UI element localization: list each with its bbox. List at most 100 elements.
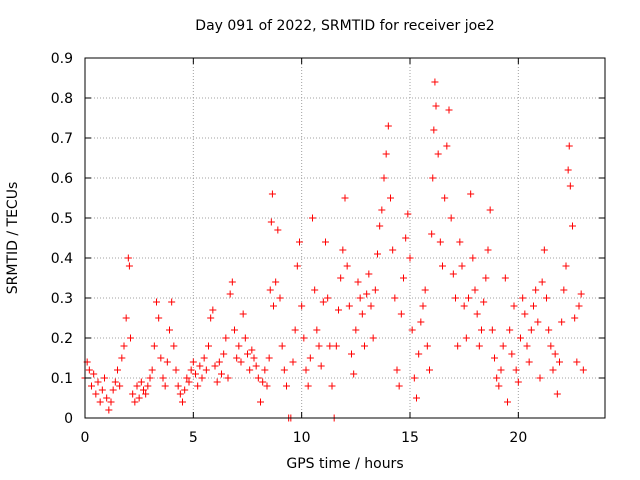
data-point	[283, 382, 290, 390]
data-point	[393, 366, 401, 374]
data-point	[367, 302, 375, 310]
data-point	[521, 310, 529, 318]
data-point	[248, 346, 256, 354]
data-point	[179, 398, 186, 406]
data-point	[183, 374, 191, 382]
data-point	[525, 358, 533, 366]
data-point	[122, 314, 130, 322]
data-point	[211, 362, 219, 370]
data-point	[213, 378, 221, 386]
data-point	[235, 342, 243, 350]
data-point	[337, 274, 345, 282]
data-point	[517, 334, 524, 342]
data-point	[452, 294, 459, 302]
data-point	[172, 366, 180, 374]
data-point	[278, 342, 286, 350]
data-point	[272, 278, 280, 286]
data-point	[553, 390, 561, 398]
data-point	[101, 374, 108, 382]
data-point	[536, 374, 544, 382]
data-point	[341, 194, 349, 202]
data-point	[565, 142, 573, 150]
data-point	[196, 362, 204, 370]
data-point	[361, 342, 368, 350]
data-point	[241, 334, 249, 342]
data-point	[146, 374, 154, 382]
data-point	[376, 222, 384, 230]
data-point	[209, 306, 217, 314]
data-point	[506, 326, 514, 334]
data-point	[389, 246, 397, 254]
data-point	[215, 358, 223, 366]
data-point	[224, 374, 232, 382]
data-point	[473, 310, 481, 318]
data-point	[551, 350, 559, 358]
data-point	[469, 254, 477, 262]
plot-frame	[84, 57, 606, 419]
data-point	[187, 366, 195, 374]
data-point	[268, 190, 276, 198]
data-point	[105, 406, 113, 414]
data-point	[311, 286, 319, 294]
data-point	[432, 102, 440, 110]
data-point	[358, 310, 366, 318]
data-point	[365, 270, 373, 278]
data-point	[198, 374, 206, 382]
data-point	[508, 350, 516, 358]
data-point	[538, 278, 546, 286]
data-point	[484, 246, 492, 254]
x-axis-label: GPS time / hours	[286, 456, 404, 472]
data-point	[462, 334, 470, 342]
grid-lines	[85, 58, 605, 418]
data-point	[118, 354, 126, 362]
data-point	[431, 78, 439, 86]
data-point	[426, 366, 433, 374]
data-point	[413, 394, 420, 402]
data-point	[415, 350, 423, 358]
data-point	[189, 358, 197, 366]
data-point	[150, 342, 158, 350]
data-point	[569, 222, 576, 230]
data-point	[436, 238, 444, 246]
data-point	[88, 382, 95, 390]
data-point	[267, 218, 275, 226]
data-point	[135, 394, 143, 402]
data-point	[430, 126, 438, 134]
data-point	[429, 174, 437, 182]
data-point	[558, 318, 566, 326]
data-point	[380, 174, 388, 182]
data-point	[328, 382, 336, 390]
data-point	[304, 382, 312, 390]
data-point	[488, 326, 496, 334]
data-point	[449, 270, 457, 278]
data-point	[443, 142, 451, 150]
data-point	[556, 358, 563, 366]
data-point	[300, 334, 308, 342]
data-point	[125, 262, 133, 270]
data-point	[261, 366, 269, 374]
data-point	[460, 302, 468, 310]
data-point	[486, 206, 494, 214]
data-point	[332, 342, 340, 350]
data-point	[421, 286, 429, 294]
data-point	[343, 262, 351, 270]
y-tick-label: 0.3	[51, 291, 73, 307]
data-point	[218, 370, 225, 378]
data-point	[499, 342, 507, 350]
x-tick-label: 20	[509, 430, 527, 446]
data-point	[571, 314, 579, 322]
data-point	[202, 366, 210, 374]
data-point	[423, 342, 431, 350]
data-point	[124, 254, 132, 262]
data-point	[298, 302, 306, 310]
data-point	[96, 398, 104, 406]
x-tick-label: 10	[293, 430, 311, 446]
data-point	[356, 294, 364, 302]
data-point	[540, 246, 548, 254]
data-point	[510, 302, 518, 310]
data-point	[94, 378, 102, 386]
data-point	[408, 326, 416, 334]
data-point	[562, 262, 570, 270]
data-point	[428, 230, 436, 238]
data-point	[467, 190, 475, 198]
